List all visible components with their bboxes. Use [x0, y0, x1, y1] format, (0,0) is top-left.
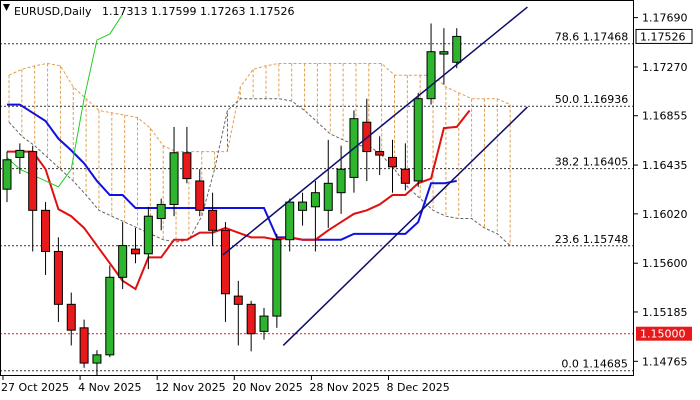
bull-candle: [259, 315, 269, 332]
level-price-label: 1.15000: [640, 328, 686, 341]
fib-level-label: 38.2 1.16405: [555, 156, 628, 169]
bull-candle: [2, 159, 12, 190]
bear-candle: [28, 151, 38, 211]
bull-candle: [143, 215, 153, 255]
bull-candle: [298, 201, 308, 211]
y-tick-label: 1.15185: [642, 306, 688, 319]
bear-candle: [233, 295, 243, 305]
fib-level-label: 23.6 1.15748: [555, 233, 628, 246]
bear-candle: [375, 151, 385, 156]
x-tick-label: 20 Nov 2025: [232, 381, 302, 394]
trend-channel-line: [282, 106, 528, 346]
bull-candle: [118, 245, 128, 278]
y-tick-label: 1.15600: [642, 257, 688, 270]
bull-candle: [439, 51, 449, 55]
x-tick-label: 12 Nov 2025: [155, 381, 225, 394]
bear-candle: [388, 156, 397, 168]
chikou-span-line: [6, 13, 124, 188]
x-tick-label: 28 Nov 2025: [309, 381, 379, 394]
trend-channel-line: [222, 6, 528, 256]
fibonacci-levels: 78.6 1.17468 50.0 1.16936 38.2 1.16405 23.6…: [0, 31, 634, 372]
bull-candle: [310, 192, 320, 208]
bear-candle: [208, 209, 218, 231]
bull-candle: [92, 354, 102, 364]
x-tick-label: 27 Oct 2025: [1, 381, 69, 394]
symbol-title: EURUSD,Daily: [14, 5, 92, 18]
ohlc-header: 1.17313 1.17599 1.17263 1.17526: [102, 5, 294, 18]
bear-candle: [220, 229, 230, 295]
dropdown-triangle-icon[interactable]: [3, 4, 10, 11]
y-tick-label: 1.16435: [642, 159, 688, 172]
bear-candle: [246, 303, 256, 335]
bull-candle: [15, 149, 25, 158]
x-tick-label: 4 Nov 2025: [78, 381, 141, 394]
bull-candle: [169, 152, 179, 205]
bull-candle: [323, 182, 333, 211]
bear-candle: [66, 303, 76, 331]
bear-candle: [131, 248, 140, 255]
kijun-sen-line: [7, 103, 457, 241]
fib-level-label: 50.0 1.16936: [555, 93, 628, 106]
bear-candle: [182, 152, 192, 180]
y-tick-label: 1.16855: [642, 110, 688, 123]
current-price-tag: [635, 28, 693, 44]
y-tick-label: 1.14765: [642, 355, 688, 368]
bear-candle: [400, 168, 410, 184]
bull-candle: [452, 35, 462, 63]
bear-candle: [41, 209, 51, 252]
y-tick-label: 1.16020: [642, 208, 688, 221]
candles: [2, 23, 462, 376]
fib-level-label: 0.0 1.14685: [561, 358, 627, 371]
indicator-lines: [6, 13, 471, 291]
bear-candle: [53, 250, 63, 305]
fib-level-label: 78.6 1.17468: [555, 31, 628, 44]
current-price-label: 1.17526: [640, 30, 686, 43]
bull-candle: [413, 98, 423, 182]
axes: 1.17690 1.17270 1.16855 1.16435 1.16020 1.156…: [1, 12, 693, 394]
level-price-tag: [636, 326, 692, 341]
bull-candle: [105, 276, 115, 356]
bull-candle: [156, 203, 166, 220]
bull-candle: [426, 51, 436, 100]
bear-candle: [79, 327, 89, 364]
tenkan-sen-line: [7, 109, 471, 291]
bear-candle: [195, 180, 205, 211]
bull-candle: [285, 201, 295, 241]
y-tick-label: 1.17690: [642, 12, 688, 25]
bull-candle: [272, 239, 282, 317]
y-tick-label: 1.17270: [642, 61, 688, 74]
bull-candle: [336, 168, 346, 194]
x-tick-label: 8 Dec 2025: [387, 381, 450, 394]
trend-channel: [222, 6, 528, 346]
plot-frame: [0, 0, 634, 376]
